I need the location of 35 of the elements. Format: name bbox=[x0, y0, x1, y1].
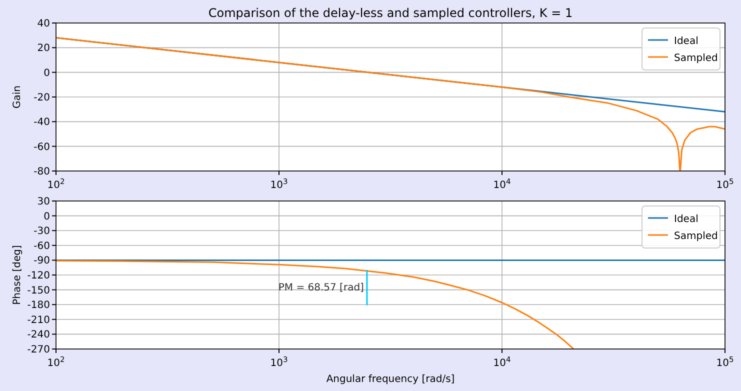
x-tick-label: 10$^{5}$ bbox=[716, 354, 734, 369]
x-tick-label: 10$^{2}$ bbox=[47, 176, 65, 191]
legend-label: Sampled bbox=[674, 53, 718, 64]
legend-label: Sampled bbox=[674, 231, 718, 242]
x-tick-label: 10$^{3}$ bbox=[270, 176, 288, 191]
x-tick-label: 10$^{2}$ bbox=[47, 354, 65, 369]
legend-label: Ideal bbox=[674, 214, 698, 225]
x-axis-title: Angular frequency [rad/s] bbox=[326, 374, 455, 385]
y-tick-label: 40 bbox=[37, 18, 50, 30]
y-tick-label: -60 bbox=[34, 142, 50, 153]
x-tick-label: 10$^{5}$ bbox=[716, 176, 734, 191]
annotation: PM = 68.57 [rad] bbox=[278, 282, 364, 294]
y-tick-label: -60 bbox=[34, 240, 50, 252]
y-axis-title: Gain bbox=[12, 86, 23, 108]
x-tick-label: 10$^{3}$ bbox=[270, 354, 288, 369]
x-tick-label: 10$^{4}$ bbox=[493, 354, 511, 369]
y-tick-label: -30 bbox=[34, 226, 50, 238]
x-tick-label: 10$^{4}$ bbox=[493, 176, 511, 191]
y-tick-label: -80 bbox=[34, 166, 50, 178]
legend-label: Ideal bbox=[674, 36, 698, 47]
y-tick-label: -180 bbox=[27, 300, 50, 312]
y-tick-label: -120 bbox=[27, 270, 50, 282]
chart-title: Comparison of the delay-less and sampled controllers, K = 1 bbox=[208, 6, 573, 20]
y-axis-title: Phase [deg] bbox=[12, 245, 23, 305]
y-tick-label: -90 bbox=[34, 256, 50, 267]
y-tick-label: -210 bbox=[27, 314, 50, 326]
y-tick-label: -40 bbox=[34, 117, 50, 128]
y-tick-label: 0 bbox=[44, 211, 50, 222]
y-tick-label: 0 bbox=[44, 68, 50, 79]
y-tick-label: 30 bbox=[37, 196, 50, 208]
y-tick-label: -20 bbox=[34, 92, 50, 104]
y-tick-label: -150 bbox=[27, 285, 50, 296]
y-tick-label: -270 bbox=[27, 344, 50, 356]
y-tick-label: 20 bbox=[37, 43, 50, 54]
y-tick-label: -240 bbox=[27, 330, 50, 341]
